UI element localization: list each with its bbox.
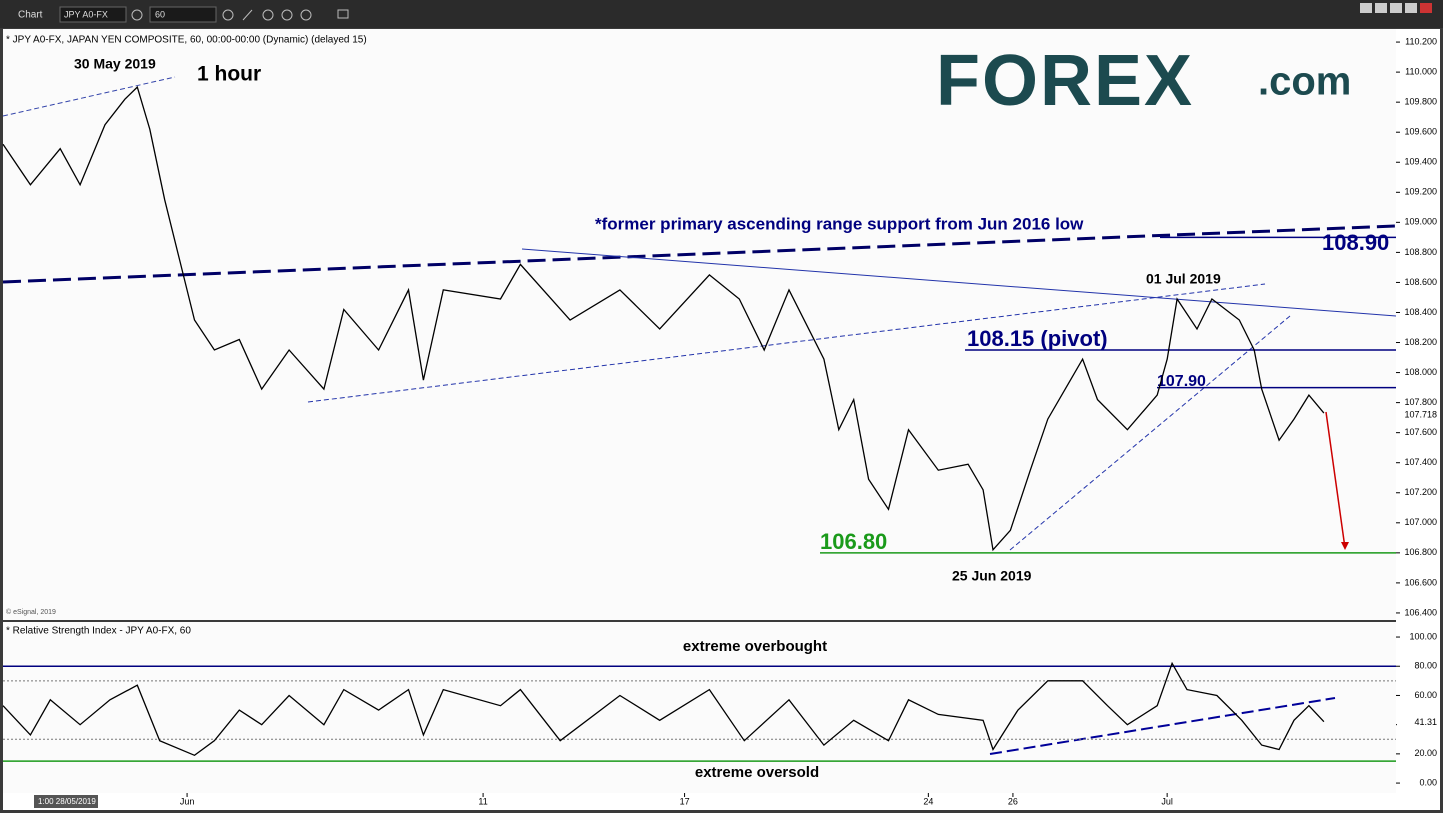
- y-tick-label: 109.800: [1404, 97, 1437, 107]
- y-tick-label: 60.00: [1414, 690, 1437, 700]
- logo: FOREX: [936, 41, 1194, 121]
- y-tick-label: 108.400: [1404, 307, 1437, 317]
- time-axis: [3, 793, 1440, 810]
- y-tick-label: 109.600: [1404, 127, 1437, 137]
- toolbar-title: Chart: [18, 10, 43, 21]
- y-tick-label: 100.00: [1409, 631, 1437, 641]
- y-tick-label: 110.200: [1405, 36, 1437, 46]
- last-value-label: 107.718: [1404, 409, 1437, 419]
- y-tick-label: 108.600: [1404, 277, 1437, 287]
- level-label: extreme overbought: [683, 638, 827, 655]
- symbol-box[interactable]: [59, 6, 127, 23]
- rsi-header: * Relative Strength Index - JPY A0-FX, 6…: [6, 626, 191, 637]
- y-tick-label: 107.400: [1404, 457, 1437, 467]
- annotation: *former primary ascending range support …: [595, 214, 1084, 233]
- logo-suffix: .com: [1258, 60, 1351, 104]
- y-tick-label: 108.800: [1404, 247, 1437, 257]
- y-tick-label: 107.200: [1404, 487, 1437, 497]
- level-label: 108.90: [1322, 230, 1389, 255]
- y-tick-label: 0.00: [1419, 777, 1437, 787]
- level-label: 107.90: [1157, 373, 1206, 390]
- level-label: 108.15 (pivot): [967, 326, 1108, 351]
- start-label: 1:00 28/05/2019: [38, 797, 96, 806]
- level-label: 106.80: [820, 529, 887, 554]
- y-tick-label: 109.000: [1404, 217, 1437, 227]
- last-value-box: [1397, 408, 1439, 421]
- y-tick-label: 109.400: [1404, 157, 1437, 167]
- symbol-input[interactable]: JPY A0-FX: [64, 9, 108, 19]
- y-tick-label: 106.800: [1404, 547, 1437, 557]
- level-label: extreme oversold: [695, 764, 819, 781]
- series-line: [2, 85, 1325, 552]
- window-buttons[interactable]: [1360, 3, 1432, 13]
- last-value-box: [1397, 716, 1439, 729]
- mode-label: Dyn: [6, 795, 22, 805]
- x-tick-label: 11: [478, 796, 487, 806]
- y-tick-label: 80.00: [1414, 661, 1437, 671]
- y-tick-label: 107.600: [1404, 427, 1437, 437]
- y-tick-label: 106.400: [1404, 607, 1437, 617]
- interval-input[interactable]: 60: [155, 9, 165, 19]
- x-tick-label: 26: [1008, 796, 1018, 806]
- x-tick-label: 24: [923, 796, 933, 806]
- series-line: [2, 661, 1325, 757]
- timeframe-label: 1 hour: [197, 63, 261, 86]
- y-tick-label: 108.200: [1404, 337, 1437, 347]
- trendlines: [2, 76, 1397, 755]
- last-value-label: 41.31: [1414, 717, 1437, 727]
- price-header: * JPY A0-FX, JAPAN YEN COMPOSITE, 60, 00…: [6, 35, 367, 46]
- x-tick-label: Jun: [180, 796, 195, 806]
- annotation: 01 Jul 2019: [1146, 271, 1221, 287]
- y-tick-label: 106.600: [1404, 577, 1437, 587]
- annotation: 25 Jun 2019: [952, 568, 1032, 584]
- rsi-panel: [3, 622, 1396, 793]
- annotation: 30 May 2019: [74, 56, 156, 72]
- y-tick-label: 107.800: [1404, 397, 1437, 407]
- y-tick-label: 20.00: [1414, 748, 1437, 758]
- y-tick-label: 108.000: [1404, 367, 1437, 377]
- y-tick-label: 109.200: [1404, 187, 1437, 197]
- credit: © eSignal, 2019: [6, 608, 56, 616]
- interval-box[interactable]: [149, 6, 217, 23]
- toolbar: [0, 0, 1443, 28]
- x-tick-label: 17: [680, 796, 690, 806]
- y-tick-label: 110.000: [1405, 66, 1437, 76]
- x-tick-label: Jul: [1161, 796, 1173, 806]
- y-tick-label: 107.000: [1404, 517, 1437, 527]
- start-box: [34, 795, 98, 808]
- toolbar-icons[interactable]: [131, 9, 349, 21]
- price-panel: [3, 29, 1396, 620]
